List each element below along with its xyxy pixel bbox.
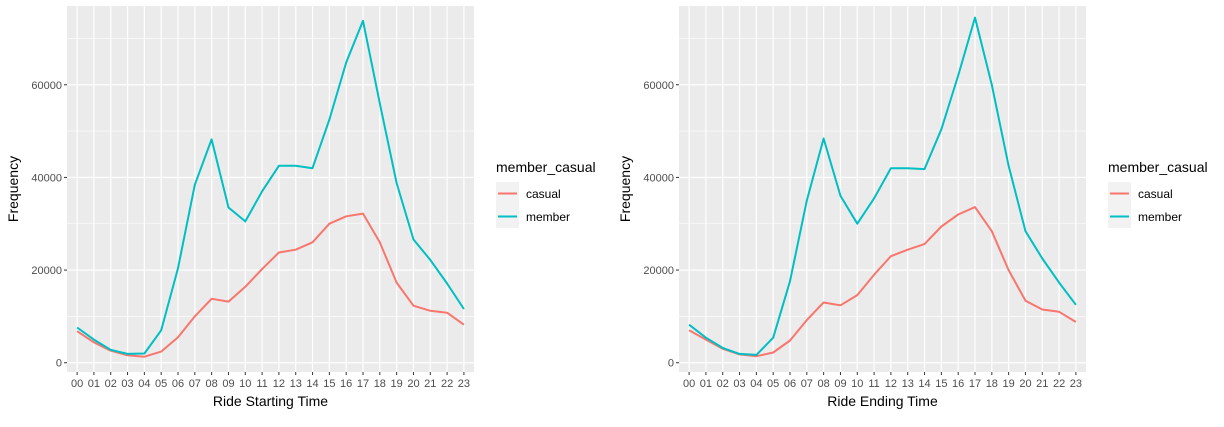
x-tick-label: 20 [1019, 378, 1031, 390]
x-tick-label: 07 [801, 378, 813, 390]
legend-title: member_casual [496, 159, 596, 175]
x-tick-label: 11 [256, 378, 267, 390]
chart-1: 0 20000 40000 60000 00 01 02 03 04 05 06 07 08 09 10 11… [5, 6, 596, 409]
series-line-casual [688, 206, 1077, 358]
series-line-casual [76, 212, 465, 358]
x-tick-label: 23 [458, 378, 470, 390]
y-tick-label: 40000 [31, 172, 62, 184]
y-tick-label: 0 [56, 358, 62, 370]
x-tick-label: 02 [717, 378, 729, 390]
x-tick-label: 12 [273, 378, 285, 390]
y-tick-label: 60000 [643, 80, 674, 92]
x-tick-label: 01 [700, 378, 712, 390]
y-tick-label: 0 [668, 358, 674, 370]
legend-title: member_casual [1108, 159, 1208, 175]
y-tick-label: 40000 [643, 172, 674, 184]
x-tick-label: 20 [407, 378, 419, 390]
x-tick-label: 02 [105, 378, 117, 390]
x-tick-label: 15 [935, 378, 947, 390]
x-tick-label: 03 [121, 378, 133, 390]
x-tick-label: 17 [357, 378, 369, 390]
x-tick-label: 09 [834, 378, 846, 390]
x-tick-label: 13 [290, 378, 302, 390]
x-axis-title: Ride Ending Time [827, 393, 938, 409]
x-tick-label: 11 [868, 378, 879, 390]
series-line-member [688, 16, 1077, 356]
x-tick-label: 04 [750, 378, 762, 390]
x-tick-label: 21 [424, 378, 436, 390]
legend-label-casual: casual [1138, 187, 1173, 201]
plot-panel [679, 6, 1086, 372]
y-tick-label: 20000 [31, 265, 62, 277]
plot-panel [67, 6, 474, 372]
x-tick-label: 22 [441, 378, 453, 390]
x-tick-label: 13 [902, 378, 914, 390]
y-tick-label: 60000 [31, 80, 62, 92]
x-tick-label: 08 [206, 378, 218, 390]
x-tick-label: 22 [1053, 378, 1065, 390]
x-tick-label: 06 [784, 378, 796, 390]
x-tick-label: 12 [885, 378, 897, 390]
x-tick-label: 01 [88, 378, 100, 390]
x-tick-label: 14 [918, 378, 930, 390]
x-tick-label: 21 [1036, 378, 1048, 390]
y-axis-title: Frequency [5, 156, 21, 222]
x-tick-label: 06 [172, 378, 184, 390]
x-tick-label: 04 [138, 378, 150, 390]
x-tick-label: 16 [340, 378, 352, 390]
x-tick-label: 07 [189, 378, 201, 390]
x-tick-label: 08 [818, 378, 830, 390]
legend-label-casual: casual [526, 187, 561, 201]
x-tick-label: 00 [71, 378, 83, 390]
x-tick-label: 05 [155, 378, 167, 390]
x-tick-label: 18 [986, 378, 998, 390]
x-tick-label: 10 [239, 378, 251, 390]
x-tick-label: 00 [683, 378, 695, 390]
x-tick-label: 19 [1003, 378, 1015, 390]
x-tick-label: 05 [767, 378, 779, 390]
x-tick-label: 19 [391, 378, 403, 390]
x-axis-title: Ride Starting Time [213, 393, 328, 409]
x-tick-label: 14 [306, 378, 318, 390]
x-tick-label: 16 [952, 378, 964, 390]
x-tick-label: 17 [969, 378, 981, 390]
x-tick-label: 03 [733, 378, 745, 390]
x-tick-label: 15 [323, 378, 335, 390]
y-tick-label: 20000 [643, 265, 674, 277]
x-tick-label: 09 [222, 378, 234, 390]
chart-2: 0 20000 40000 60000 00 01 02 03 04 05 06 07 08 09 10 11… [617, 6, 1208, 409]
x-tick-label: 10 [851, 378, 863, 390]
x-tick-label: 23 [1070, 378, 1082, 390]
x-tick-label: 18 [374, 378, 386, 390]
series-line-member [76, 19, 465, 355]
legend-label-member: member [526, 210, 570, 224]
y-axis-title: Frequency [617, 156, 633, 222]
legend-label-member: member [1138, 210, 1182, 224]
